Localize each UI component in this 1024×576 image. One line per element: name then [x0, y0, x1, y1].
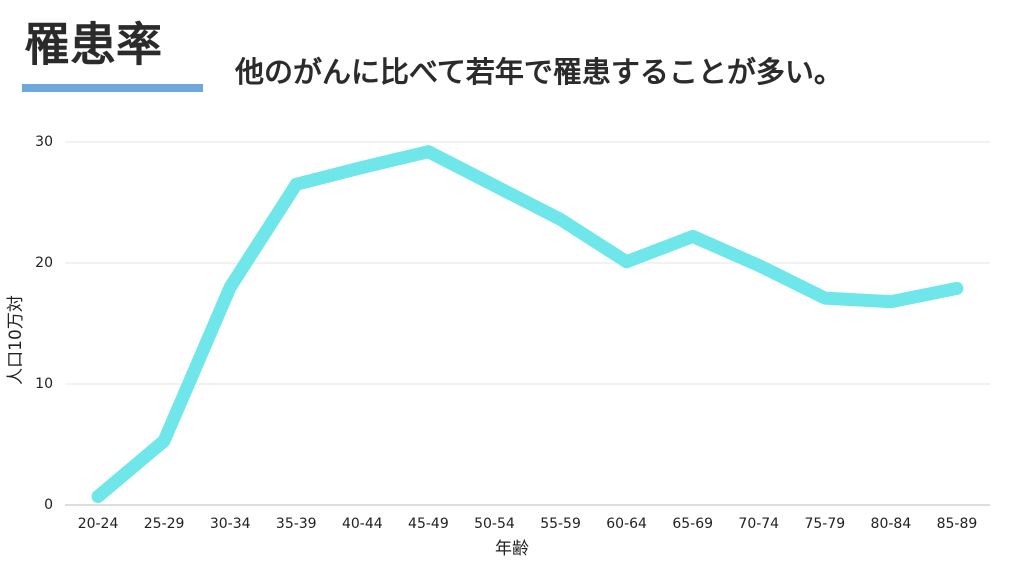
x-tick-label: 80-84 — [871, 516, 912, 532]
chart-subtitle: 他のがんに比べて若年で罹患することが多い。 — [234, 55, 843, 89]
x-tick-label: 45-49 — [408, 516, 449, 532]
y-tick-label: 20 — [35, 255, 53, 271]
x-tick-label: 20-24 — [78, 516, 119, 532]
chart-title: 罹患率 — [24, 18, 162, 72]
x-tick-label: 50-54 — [474, 516, 515, 532]
y-tick-label: 30 — [35, 134, 53, 150]
x-tick-label: 75-79 — [804, 516, 845, 532]
x-tick-label: 85-89 — [937, 516, 978, 532]
x-tick-label: 65-69 — [672, 516, 713, 532]
x-tick-label: 70-74 — [738, 516, 779, 532]
y-tick-label: 0 — [44, 497, 53, 513]
y-tick-label: 10 — [35, 376, 53, 392]
title-underline — [22, 84, 203, 92]
x-tick-label: 55-59 — [540, 516, 581, 532]
x-tick-label: 25-29 — [144, 516, 185, 532]
y-axis-label: 人口10万対 — [6, 295, 26, 385]
x-axis-label: 年齢 — [495, 539, 529, 559]
x-tick-label: 40-44 — [342, 516, 383, 532]
x-tick-label: 30-34 — [210, 516, 251, 532]
data-line — [91, 145, 964, 504]
x-tick-label: 35-39 — [276, 516, 317, 532]
x-tick-label: 60-64 — [606, 516, 647, 532]
